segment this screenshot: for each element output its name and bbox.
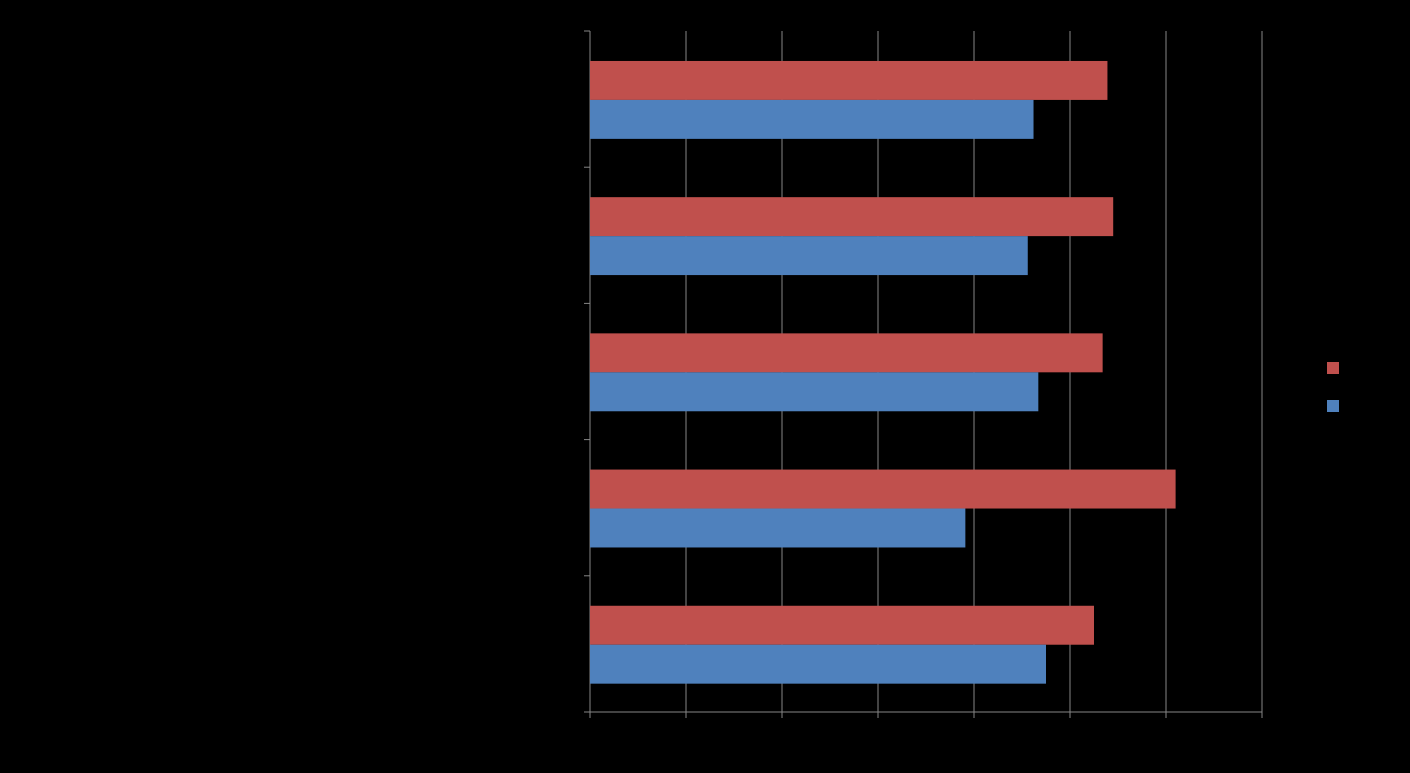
legend-swatch bbox=[1327, 400, 1339, 412]
legend-swatch bbox=[1327, 362, 1339, 374]
bar bbox=[590, 372, 1039, 412]
bar bbox=[590, 469, 1176, 509]
bar bbox=[590, 508, 966, 548]
bar bbox=[590, 236, 1028, 276]
bar bbox=[590, 644, 1046, 684]
bar bbox=[590, 605, 1094, 645]
bar bbox=[590, 333, 1103, 373]
bar bbox=[590, 197, 1114, 237]
bar bbox=[590, 99, 1034, 139]
bar bbox=[590, 60, 1108, 100]
